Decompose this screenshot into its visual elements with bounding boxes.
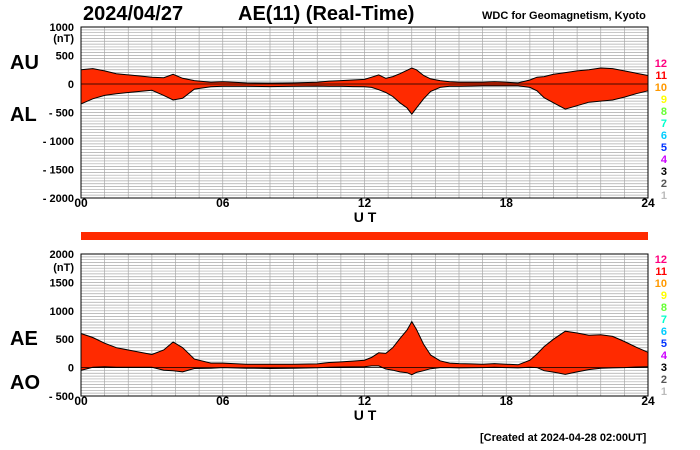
y-tick-label: - 1500 <box>43 165 74 177</box>
y-tick-label: 0 <box>68 363 74 375</box>
legend-station-number: 2 <box>661 374 667 386</box>
legend-station-number: 7 <box>661 314 667 326</box>
y-unit-label: (nT) <box>53 33 74 45</box>
legend-station-number: 8 <box>661 302 667 314</box>
x-tick-label: 18 <box>500 394 514 408</box>
y-tick-label: - 1000 <box>43 136 74 148</box>
au-label: AU <box>10 52 39 74</box>
x-tick-label: 12 <box>358 394 372 408</box>
ae-label: AE <box>10 328 38 350</box>
series-line-ae <box>80 320 649 366</box>
al-label: AL <box>10 104 37 126</box>
x-tick-label: 06 <box>216 394 230 408</box>
series-line-ao <box>80 365 649 376</box>
legend-station-number: 12 <box>655 58 667 70</box>
legend-station-number: 1 <box>661 386 667 398</box>
x-axis-label: U T <box>354 407 377 423</box>
series-line-al <box>80 85 649 116</box>
legend-station-number: 1 <box>661 190 667 202</box>
x-tick-label: 12 <box>358 196 372 210</box>
source-label: WDC for Geomagnetism, Kyoto <box>482 10 646 22</box>
station-bar <box>81 232 648 240</box>
x-tick-label: 06 <box>216 196 230 210</box>
y-tick-label: - 500 <box>49 391 74 403</box>
legend-station-number: 5 <box>661 142 667 154</box>
band-fill-au-al <box>81 68 648 115</box>
x-tick-label: 24 <box>641 394 655 408</box>
x-tick-label: 00 <box>74 196 88 210</box>
legend-station-number: 7 <box>661 118 667 130</box>
y-tick-label: 500 <box>56 51 74 63</box>
y-tick-label: 0 <box>68 79 74 91</box>
ao-label: AO <box>10 372 40 394</box>
legend-station-number: 10 <box>655 82 667 94</box>
legend-station-number: 11 <box>655 70 667 82</box>
y-unit-label: (nT) <box>53 262 74 274</box>
legend-station-number: 4 <box>661 350 668 362</box>
y-tick-label: 500 <box>56 334 74 346</box>
legend-station-number: 4 <box>661 154 668 166</box>
y-tick-label: - 500 <box>49 108 74 120</box>
plot-frame <box>80 253 649 397</box>
x-tick-label: 18 <box>500 196 514 210</box>
y-tick-label: 1000 <box>50 306 74 318</box>
y-tick-label: 2000 <box>50 249 74 261</box>
legend-station-number: 2 <box>661 178 667 190</box>
legend-station-number: 8 <box>661 106 667 118</box>
legend-station-number: 3 <box>661 362 667 374</box>
x-axis-label: U T <box>354 209 377 225</box>
x-tick-label: 00 <box>74 394 88 408</box>
created-timestamp: [Created at 2024-04-28 02:00UT] <box>480 432 647 444</box>
legend-station-number: 5 <box>661 338 667 350</box>
y-tick-label: 1000 <box>50 22 74 34</box>
legend-station-number: 9 <box>661 94 667 106</box>
date-title: 2024/04/27 <box>83 3 184 25</box>
y-tick-label: - 2000 <box>43 193 74 205</box>
legend-station-number: 3 <box>661 166 667 178</box>
plot-frame <box>80 26 649 199</box>
x-tick-label: 24 <box>641 196 655 210</box>
legend-station-number: 9 <box>661 290 667 302</box>
legend-station-number: 11 <box>655 266 667 278</box>
band-fill-ae-ao <box>81 321 648 375</box>
index-title: AE(11) (Real-Time) <box>238 3 415 25</box>
legend-station-number: 10 <box>655 278 667 290</box>
legend-station-number: 12 <box>655 254 667 266</box>
legend-station-number: 6 <box>661 326 667 338</box>
series-line-au <box>80 67 649 84</box>
legend-station-number: 6 <box>661 130 667 142</box>
y-tick-label: 1500 <box>50 277 74 289</box>
